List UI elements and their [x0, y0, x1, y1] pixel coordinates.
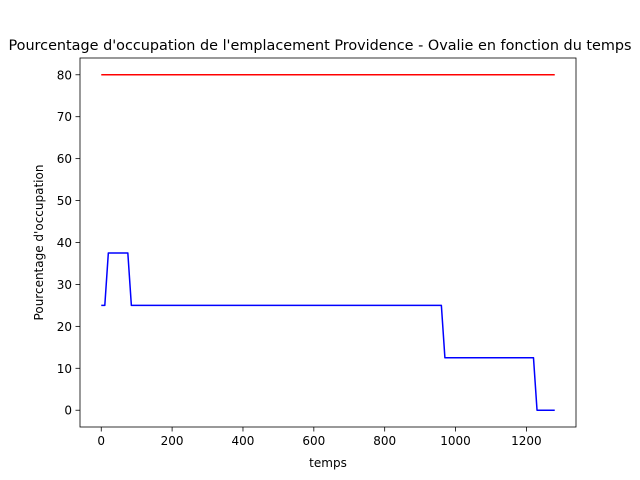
- x-tick-label: 600: [302, 434, 325, 448]
- y-tick-label: 30: [57, 278, 72, 292]
- y-tick-label: 80: [57, 68, 72, 82]
- plot-frame: [79, 57, 577, 428]
- y-tick-label: 20: [57, 320, 72, 334]
- x-axis-label: temps: [309, 456, 347, 470]
- x-tick-label: 400: [232, 434, 255, 448]
- x-tick-label: 800: [373, 434, 396, 448]
- x-tick-label: 1200: [511, 434, 542, 448]
- y-tick-label: 0: [64, 404, 72, 418]
- y-tick-label: 10: [57, 362, 72, 376]
- y-tick-label: 60: [57, 152, 72, 166]
- series-line-2: [101, 252, 555, 411]
- chart-title: Pourcentage d'occupation de l'emplacemen…: [8, 38, 631, 54]
- x-tick-label: 0: [97, 434, 105, 448]
- plot-area: [101, 74, 555, 411]
- y-tick-label: 40: [57, 236, 72, 250]
- y-tick-label: 50: [57, 194, 72, 208]
- x-tick-label: 200: [161, 434, 184, 448]
- x-axis: 0 200 400 600 800 1000 1200: [97, 427, 542, 448]
- x-tick-label: 1000: [440, 434, 471, 448]
- y-tick-label: 70: [57, 110, 72, 124]
- y-axis: 0 10 20 30 40 50 60 70 80: [57, 68, 80, 418]
- y-axis-label: Pourcentage d'occupation: [32, 165, 46, 321]
